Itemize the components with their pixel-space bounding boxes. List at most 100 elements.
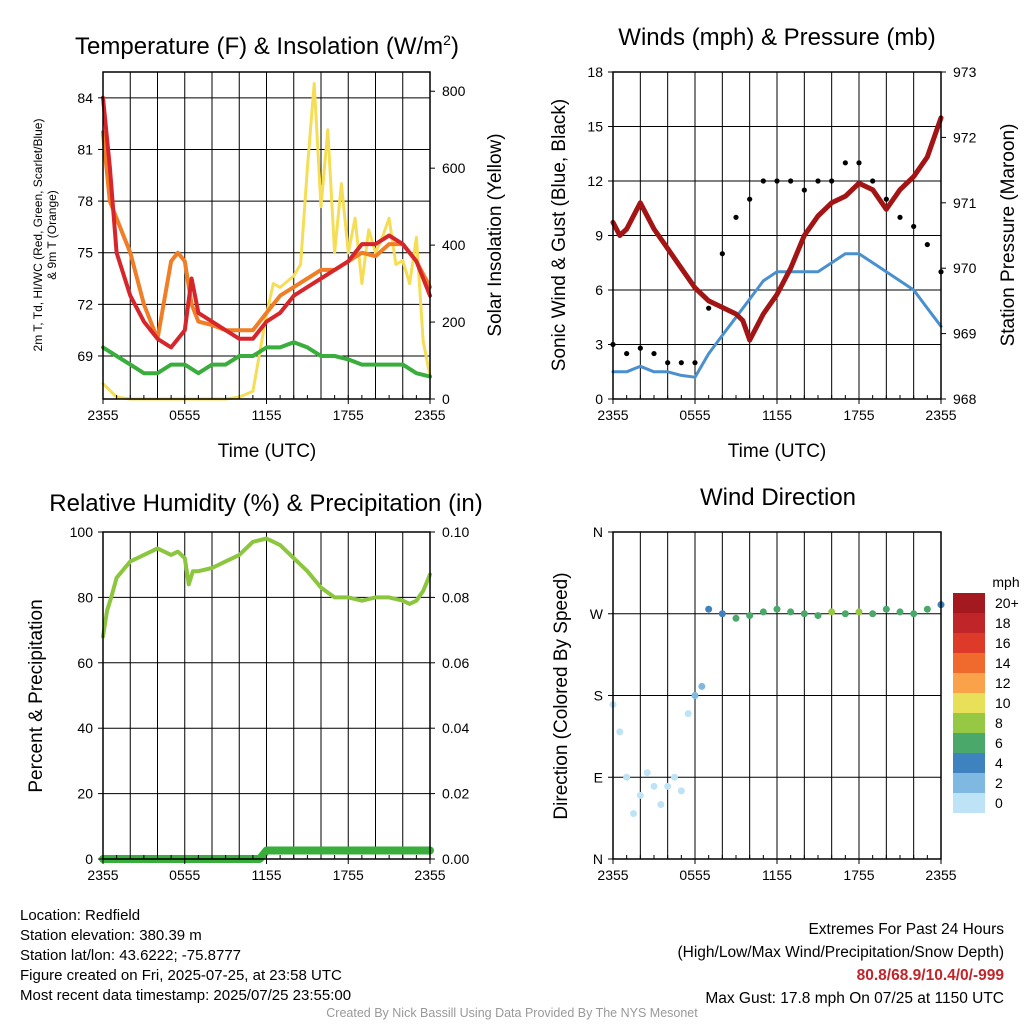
legend-swatch: [953, 733, 985, 753]
pressure-ylabel: Station Pressure (Maroon): [998, 124, 1019, 347]
speed-legend-title: mph: [992, 574, 1019, 590]
direction-point: [746, 612, 754, 620]
direction-point: [691, 692, 699, 699]
x-tick-label: 2355: [414, 407, 445, 423]
y-tick-label: 60: [77, 655, 93, 671]
legend-label: 4: [995, 755, 1003, 771]
gust-point: [897, 214, 903, 220]
temp-2m-line: [101, 95, 432, 350]
direction-point: [677, 787, 685, 795]
x-tick-label: 1755: [843, 867, 874, 883]
direction-point: [650, 782, 658, 790]
gust-point: [678, 360, 684, 366]
legend-swatch: [953, 593, 985, 613]
gust-point: [883, 196, 889, 202]
y-right-tick-label: 0.08: [442, 589, 469, 605]
humidity-ylabel: Percent & Precipitation: [26, 599, 47, 792]
dewpoint-line: [101, 340, 432, 379]
direction-point: [787, 608, 795, 616]
temp-9m-line: [101, 130, 432, 341]
y-right-tick-label: 970: [953, 260, 977, 276]
temperature-grid: [103, 72, 430, 399]
gust-point: [719, 251, 725, 257]
gust-point: [733, 214, 739, 220]
y-tick-label: 9: [595, 228, 603, 244]
y-tick-label: 18: [587, 64, 603, 80]
legend-swatch: [953, 793, 985, 813]
temperature-xlabel: Time (UTC): [218, 441, 317, 462]
direction-point: [623, 773, 631, 781]
y-tick-label: 3: [595, 337, 603, 353]
legend-label: 10: [995, 695, 1011, 711]
winds-panel: Winds (mph) & Pressure (mb) 2355 0555 1155…: [549, 24, 1019, 462]
x-tick-label: 0555: [169, 867, 200, 883]
direction-point: [616, 728, 624, 736]
gust-point: [665, 360, 671, 366]
direction-point: [773, 605, 781, 613]
legend-swatch: [953, 653, 985, 673]
y-tick-label: 0: [595, 391, 603, 407]
temperature-series: [101, 82, 432, 401]
speed-legend: mph 20+ 18 16 14 12 10 8 6 4 2 0: [953, 574, 1020, 813]
temperature-ylabel-line1: 2m T, Td, HI/WC (Red, Green, Scarlet/Blu…: [31, 119, 45, 352]
y-tick-label: 72: [77, 296, 93, 312]
legend-label: 2: [995, 775, 1003, 791]
gust-point: [815, 178, 821, 184]
y-tick-label: 80: [77, 589, 93, 605]
extremes-values: 80.8/68.9/10.4/0/-999: [856, 967, 1004, 984]
winds-title: Winds (mph) & Pressure (mb): [618, 24, 935, 51]
humidity-grid: [103, 532, 430, 859]
y-tick-label: 12: [587, 173, 603, 189]
gust-point: [856, 160, 862, 166]
x-tick-label: 2355: [597, 407, 628, 423]
x-tick-label: 0555: [169, 407, 200, 423]
temperature-title: Temperature (F) & Insolation (W/m2): [75, 32, 459, 60]
direction-point: [882, 605, 890, 613]
y-tick-label: 81: [77, 141, 93, 157]
legend-swatch: [953, 693, 985, 713]
gust-point: [624, 350, 630, 357]
y-right-tick-label: 800: [442, 83, 466, 99]
y-right-tick-label: 0.02: [442, 786, 469, 802]
x-tick-label: 1755: [333, 407, 364, 423]
x-tick-label: 2355: [87, 867, 118, 883]
legend-swatch: [953, 773, 985, 793]
station-elevation: Station elevation: 380.39 m: [20, 927, 202, 944]
y-tick-label: 84: [77, 90, 93, 106]
y-right-tick-label: 973: [953, 64, 977, 80]
y-tick-label: 20: [77, 786, 93, 802]
y-tick-label: N: [593, 524, 603, 540]
y-right-tick-label: 971: [953, 195, 977, 211]
winds-xlabel: Time (UTC): [728, 441, 827, 462]
direction-point: [814, 612, 822, 620]
x-tick-label: 1755: [333, 867, 364, 883]
gust-point: [706, 305, 712, 311]
y-tick-label: 75: [77, 245, 93, 261]
figure-created: Figure created on Fri, 2025-07-25, at 23…: [20, 967, 342, 984]
direction-ylabel: Direction (Colored By Speed): [551, 572, 572, 819]
gust-point: [911, 223, 917, 230]
temperature-ticks: 2355 0555 1155 1755 2355 69 72 75 78 81 84 0 200 400 6…: [77, 83, 465, 423]
insolation-ylabel: Solar Insolation (Yellow): [485, 133, 506, 336]
winds-ticks: 2355 0555 1155 1755 235503691215189689699709…: [587, 64, 976, 423]
recent-timestamp: Most recent data timestamp: 2025/07/25 2…: [20, 987, 352, 1004]
direction-point: [718, 610, 726, 618]
gust-point: [651, 350, 657, 357]
station-latlon: Station lat/lon: 43.6222; -75.8777: [20, 947, 242, 964]
gust-point: [774, 178, 780, 184]
y-tick-label: 69: [77, 348, 93, 364]
y-tick-label: 0: [85, 851, 93, 867]
temperature-panel: Temperature (F) & Insolation (W/m2) 2355…: [31, 32, 506, 462]
sonic-wind-line: [611, 252, 943, 379]
legend-label: 6: [995, 735, 1003, 751]
y-tick-label: W: [590, 606, 604, 622]
y-tick-label: 78: [77, 193, 93, 209]
gust-point: [870, 178, 876, 184]
winds-series: [610, 115, 944, 379]
x-tick-label: 1155: [762, 407, 792, 423]
direction-point: [923, 605, 931, 613]
legend-label: 18: [995, 615, 1011, 631]
direction-point: [910, 610, 918, 618]
x-tick-label: 2355: [87, 407, 118, 423]
